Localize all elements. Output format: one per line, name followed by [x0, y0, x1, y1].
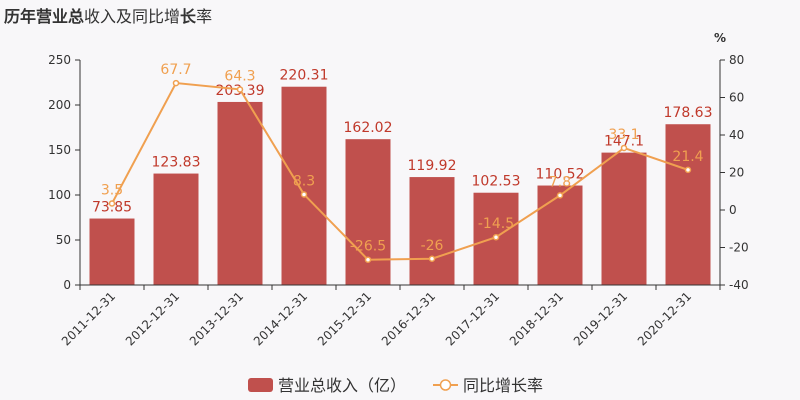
legend-line-label: 同比增长率	[463, 376, 543, 395]
bar	[409, 177, 455, 285]
right-tick-label: -20	[729, 241, 749, 255]
line-data-label: -14.5	[478, 216, 514, 232]
left-tick-label: 0	[63, 278, 71, 292]
line-point	[556, 192, 564, 199]
bar	[217, 101, 263, 285]
line-point	[428, 255, 436, 262]
line-data-label: 7.8	[549, 174, 571, 190]
line-data-label: 64.3	[224, 68, 255, 84]
line-data-label: 33.1	[608, 127, 639, 143]
legend-bar-label: 营业总收入（亿）	[278, 376, 406, 395]
line-data-label: 21.4	[672, 149, 703, 165]
bar-data-label: 178.63	[664, 105, 713, 121]
x-tick-label: 2014-12-31	[251, 289, 310, 348]
x-tick-label: 2017-12-31	[443, 289, 502, 348]
left-tick-label: 150	[48, 143, 71, 157]
line-point	[236, 86, 244, 93]
right-tick-label: 60	[729, 91, 744, 105]
x-tick-label: 2012-12-31	[123, 289, 182, 348]
chart-title: 历年营业总收入及同比增长率	[4, 3, 212, 27]
chart-title-part: 率	[196, 7, 213, 26]
right-tick-label: -40	[729, 278, 749, 292]
right-tick-label: 20	[729, 166, 744, 180]
right-tick-label: 40	[729, 128, 744, 142]
legend-bar-swatch	[248, 378, 273, 392]
bar	[665, 124, 711, 285]
right-axis-unit: %	[714, 31, 726, 45]
left-tick-label: 50	[56, 233, 71, 247]
left-tick-label: 250	[48, 53, 71, 67]
bar-data-label: 110.52	[536, 167, 585, 183]
line-path	[111, 82, 689, 261]
bar-data-label: 73.85	[92, 200, 132, 216]
line-data-label: 67.7	[160, 62, 191, 78]
right-tick-label: 0	[729, 203, 737, 217]
bar	[89, 218, 135, 285]
bar-data-label: 102.53	[472, 174, 521, 190]
chart-title-part: 长	[180, 7, 197, 26]
legend[interactable]: 营业总收入（亿） 同比增长率	[248, 376, 543, 395]
x-tick-label: 2016-12-31	[379, 289, 438, 348]
line-point	[684, 166, 692, 174]
x-tick-label: 2020-12-31	[635, 289, 694, 348]
line-point	[172, 79, 180, 87]
left-tick-label: 100	[48, 188, 71, 202]
chart-title-part: 历年	[4, 7, 37, 26]
line-point	[620, 144, 628, 152]
x-tick-label: 2013-12-31	[187, 289, 246, 348]
chart-title-part: 收入及同比增	[84, 7, 181, 26]
line-series	[108, 79, 692, 263]
line-data-labels: 3.5 67.7 64.3 8.3 -26.5 -26 -14.5 7.8 33.1 21.4	[101, 62, 704, 255]
line-point	[300, 191, 308, 198]
bar	[345, 139, 391, 285]
line-point	[492, 233, 500, 241]
line-data-label: -26	[421, 238, 444, 254]
bar-data-labels: 73.85123.83203.39220.31162.02119.92102.5…	[92, 68, 713, 216]
bar-data-label: 119.92	[408, 158, 457, 174]
bar-data-label: 147.1	[604, 134, 644, 150]
line-point	[108, 200, 116, 207]
line-data-label: 8.3	[293, 173, 315, 189]
bar-data-label: 220.31	[280, 68, 329, 84]
line-point	[364, 256, 372, 263]
x-tick-label: 2018-12-31	[507, 289, 566, 348]
right-tick-label: 80	[729, 53, 744, 67]
bar	[537, 185, 583, 285]
chart-title-part: 营业总	[36, 7, 85, 26]
bar	[281, 86, 327, 285]
line-data-label: 3.5	[101, 182, 123, 198]
x-tick-label: 2019-12-31	[571, 289, 630, 348]
bar-data-label: 123.83	[152, 155, 201, 171]
bar-series	[89, 86, 711, 285]
bar-data-label: 162.02	[344, 120, 393, 136]
bar	[153, 173, 199, 285]
left-tick-label: 200	[48, 98, 71, 112]
line-data-label: -26.5	[350, 239, 386, 255]
x-tick-label: 2011-12-31	[59, 289, 118, 348]
legend-line-marker	[439, 379, 452, 391]
x-tick-label: 2015-12-31	[315, 289, 374, 348]
bar	[601, 152, 647, 285]
